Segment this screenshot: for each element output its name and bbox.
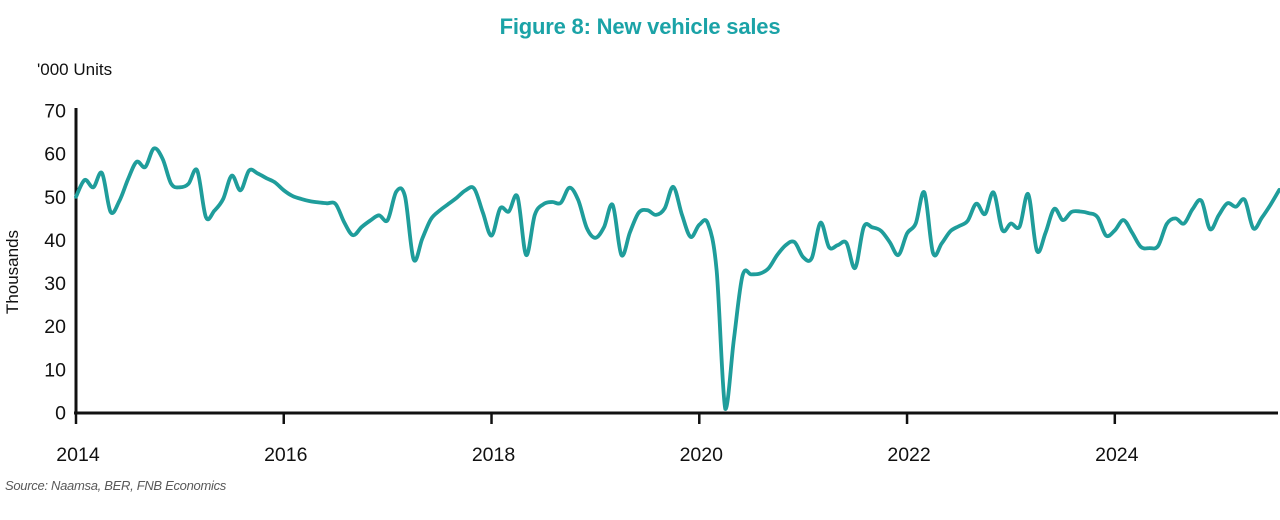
- y-tick-label: 0: [55, 403, 66, 425]
- y-tick-label: 10: [44, 359, 66, 381]
- x-tick-label: 2014: [56, 444, 100, 466]
- y-tick-label: 50: [44, 187, 66, 209]
- chart-title: Figure 8: New vehicle sales: [499, 14, 781, 39]
- y-tick-label: 40: [44, 230, 66, 252]
- source-note: Source: Naamsa, BER, FNB Economics: [5, 478, 226, 493]
- y-tick-label: 70: [44, 101, 66, 123]
- units-label: '000 Units: [37, 60, 113, 79]
- y-tick-label: 20: [44, 316, 66, 338]
- x-tick-label: 2020: [680, 444, 724, 466]
- x-tick-label: 2016: [264, 444, 307, 466]
- y-tick-label: 60: [44, 144, 66, 166]
- x-tick-label: 2018: [472, 444, 515, 466]
- y-tick-label: 30: [44, 273, 66, 295]
- x-tick-label: 2022: [887, 444, 930, 466]
- sales-line: [74, 146, 1280, 411]
- x-tick-label: 2024: [1095, 444, 1139, 466]
